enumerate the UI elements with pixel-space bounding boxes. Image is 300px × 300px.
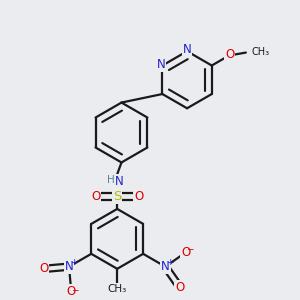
Text: H: H: [107, 176, 115, 185]
Text: +: +: [166, 258, 174, 267]
Text: O: O: [225, 48, 235, 61]
Text: CH₃: CH₃: [251, 47, 269, 57]
Text: −: −: [186, 244, 194, 253]
Text: N: N: [65, 260, 74, 273]
Text: O: O: [91, 190, 101, 203]
Text: N: N: [115, 175, 124, 188]
Text: −: −: [71, 285, 79, 294]
Text: N: N: [157, 58, 165, 70]
Text: O: O: [181, 246, 190, 259]
Text: O: O: [39, 262, 48, 275]
Text: S: S: [113, 190, 122, 203]
Text: N: N: [161, 260, 170, 273]
Text: N: N: [183, 43, 191, 56]
Text: O: O: [134, 190, 143, 203]
Text: CH₃: CH₃: [108, 284, 127, 294]
Text: +: +: [70, 258, 77, 267]
Text: O: O: [67, 285, 76, 298]
Text: O: O: [175, 281, 184, 294]
